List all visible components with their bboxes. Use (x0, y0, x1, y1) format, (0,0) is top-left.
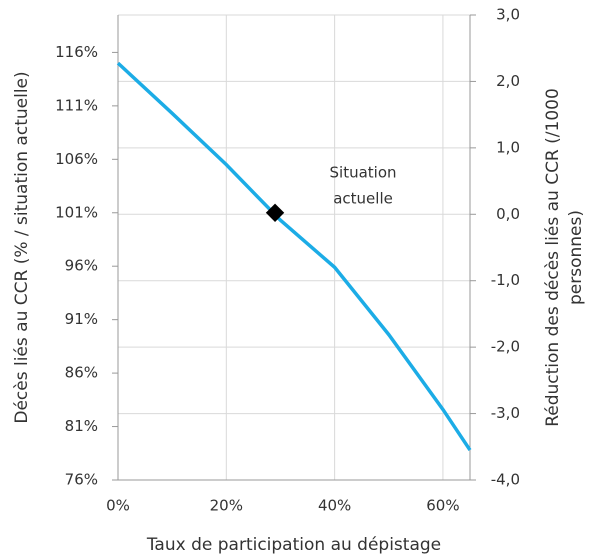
line-series (116, 61, 472, 452)
y2-axis-title: Réduction des décès liés au CCR (/1000 (543, 88, 563, 427)
y2-tick-label: -4,0 (491, 471, 520, 489)
y-tick-label: 96% (65, 257, 98, 275)
annotation: actuelle (333, 189, 393, 207)
y2-tick-label: -3,0 (491, 404, 520, 422)
y2-tick-label: -1,0 (491, 271, 520, 289)
x-tick-label: 60% (426, 497, 459, 515)
y-tick-label: 116% (55, 43, 98, 61)
y-tick-label: 101% (55, 203, 98, 221)
annotation: Situation (330, 163, 397, 181)
x-tick-label: 20% (210, 497, 243, 515)
y-tick-label: 91% (65, 310, 98, 328)
y-tick-label: 76% (65, 471, 98, 489)
y-tick-label: 106% (55, 150, 98, 168)
y2-tick-label: -2,0 (491, 338, 520, 356)
y2-tick-label: 1,0 (496, 138, 520, 156)
y-tick-label: 86% (65, 364, 98, 382)
y-axis-title: Décès liés au CCR (% / situation actuell… (12, 71, 32, 423)
y2-axis-title: personnes) (566, 210, 586, 305)
y2-tick-label: 0,0 (496, 205, 520, 223)
y-tick-label: 81% (65, 417, 98, 435)
y-tick-label: 111% (55, 96, 98, 114)
x-tick-label: 40% (318, 497, 351, 515)
x-tick-label: 0% (106, 497, 130, 515)
x-axis-title: Taux de participation au dépistage (146, 535, 441, 555)
marker (265, 203, 285, 222)
y2-tick-label: 2,0 (496, 72, 520, 90)
y2-tick-label: 3,0 (496, 6, 520, 24)
